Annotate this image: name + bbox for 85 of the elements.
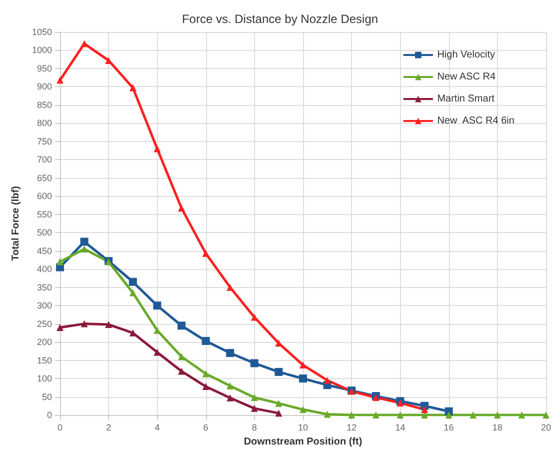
x-tick-label: 18 [492,422,502,432]
x-tick-label: 12 [346,422,357,432]
point [300,362,306,369]
point [324,376,331,384]
y-tick-label: 1050 [32,27,52,37]
y-tick-label: 0 [46,410,52,420]
y-tick-label: 250 [36,318,52,329]
x-tick-label: 2 [106,422,112,432]
y-tick-label: 550 [36,209,52,220]
y-tick-label: 1000 [32,45,52,56]
x-tick-label: 10 [298,422,308,432]
y-tick-label: 350 [36,282,52,292]
y-tick-label: 500 [36,228,52,238]
point [56,324,64,331]
point [250,394,258,401]
point [275,400,282,407]
point [178,368,185,375]
point [226,394,234,402]
x-tick-label: 6 [203,422,208,432]
point [494,412,501,418]
y-tick-label: 450 [36,246,52,256]
point [226,382,234,390]
point [299,374,307,383]
point [226,348,234,357]
point [250,404,258,412]
x-axis-title: Downstream Position (ft) [244,436,362,448]
point [154,348,161,356]
y-tick-label: 750 [36,136,52,146]
point [80,238,88,246]
y-tick-label: 400 [36,264,52,274]
x-tick-label: 0 [57,422,63,432]
x-tick-label: 8 [252,422,257,432]
point [421,406,428,414]
x-tick-label: 14 [395,422,406,432]
point [372,412,380,418]
y-axis-title: Total Force (lbf) [10,186,22,261]
point [129,329,136,336]
point [178,204,185,212]
y-tick-label: 700 [36,154,52,165]
point [300,406,306,414]
legend-label: Martin Smart [437,94,495,104]
y-tick-label: 850 [36,100,52,110]
point [275,410,282,417]
point [178,353,185,360]
point [56,76,64,84]
point [56,258,64,266]
point [445,412,452,418]
point [470,412,477,418]
chart-title: Force vs. Distance by Nozzle Design [182,12,378,26]
point [250,359,258,368]
y-tick-label: 300 [36,300,52,311]
point [129,289,136,296]
x-tick-label: 16 [444,422,454,432]
x-tick-label: 20 [540,422,552,432]
y-tick-label: 950 [36,63,52,74]
point [105,321,112,328]
point [80,246,88,253]
point [202,250,210,257]
point [396,412,404,418]
point [202,383,210,390]
legend-label: New ASC R4 [437,72,496,82]
point [153,302,162,310]
y-tick-label: 800 [36,118,52,128]
y-tick-label: 100 [36,374,52,384]
point [129,84,136,92]
point [154,145,161,152]
point [128,278,137,286]
point [518,412,526,418]
legend-label: New ASC R4 6in [437,116,514,126]
point [202,336,210,345]
y-tick-label: 200 [36,337,52,348]
y-tick-label: 150 [36,355,52,366]
y-tick-label: 650 [36,172,52,183]
point [348,412,356,418]
point [274,368,283,376]
y-tick-label: 600 [36,191,52,202]
point [80,320,88,328]
point [80,40,88,48]
legend-label: High Velocity [437,50,496,60]
y-tick-label: 900 [36,82,52,92]
point [178,322,186,330]
x-tick-label: 4 [154,422,160,432]
point [202,370,210,378]
y-tick-label: 50 [42,392,52,402]
point [324,410,331,418]
